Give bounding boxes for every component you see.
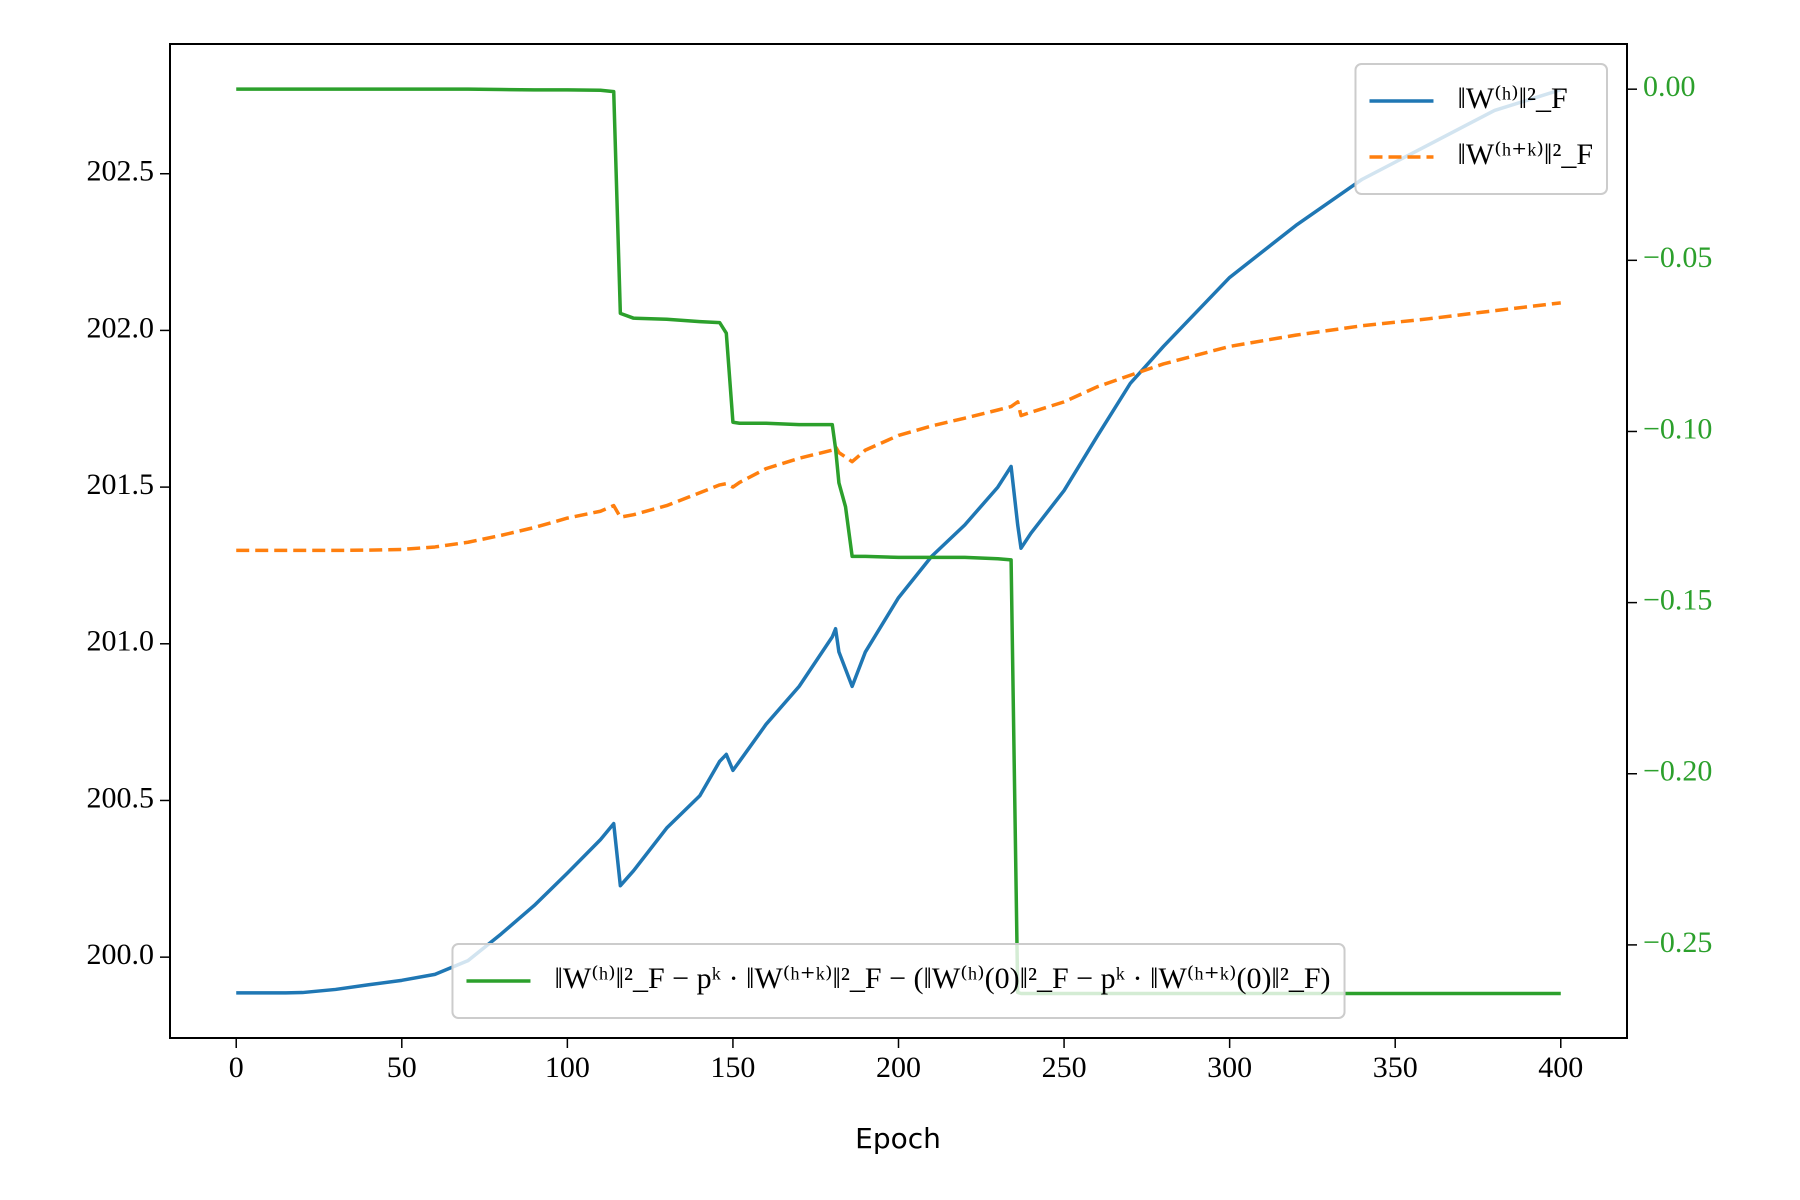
y2-tick-label: −0.20 <box>1643 755 1712 788</box>
x-tick-label: 100 <box>545 1051 590 1084</box>
legend-box <box>451 943 1346 1019</box>
y-tick-label: 201.0 <box>87 625 155 658</box>
legend-box <box>1354 63 1608 195</box>
y2-tick-label: −0.25 <box>1643 926 1712 959</box>
y2-tick-label: −0.05 <box>1643 241 1712 274</box>
legend: ‖W⁽ʰ⁾‖²_F − pᵏ · ‖W⁽ʰ⁺ᵏ⁾‖²_F − (‖W⁽ʰ⁾(0)… <box>451 943 1346 1019</box>
y-tick-label: 202.0 <box>87 311 155 344</box>
y2-tick-label: −0.15 <box>1643 584 1712 617</box>
data-line <box>236 88 1562 995</box>
data-line <box>236 301 1561 553</box>
y-tick-label: 202.5 <box>87 155 155 188</box>
legend: ‖W⁽ʰ⁾‖²_F ‖W⁽ʰ⁺ᵏ⁾‖²_F <box>1354 63 1608 195</box>
x-tick-label: 200 <box>876 1051 921 1084</box>
y-tick-label: 201.5 <box>87 468 155 501</box>
legend-label: ‖W⁽ʰ⁺ᵏ⁾‖²_F <box>1457 138 1593 171</box>
x-tick-label: 50 <box>387 1051 417 1084</box>
x-tick-label: 250 <box>1042 1051 1087 1084</box>
x-tick-label: 0 <box>229 1051 244 1084</box>
legend-label: ‖W⁽ʰ⁾‖²_F − pᵏ · ‖W⁽ʰ⁺ᵏ⁾‖²_F − (‖W⁽ʰ⁾(0)… <box>554 962 1330 995</box>
legend-label: ‖W⁽ʰ⁾‖²_F <box>1457 82 1567 115</box>
x-tick-label: 300 <box>1207 1051 1252 1084</box>
x-tick-label: 350 <box>1373 1051 1418 1084</box>
y2-tick-label: −0.10 <box>1643 412 1712 445</box>
y2-tick-label: 0.00 <box>1643 70 1696 103</box>
x-tick-label: 150 <box>710 1051 755 1084</box>
y-tick-label: 200.0 <box>87 938 155 971</box>
x-axis-label: Epoch <box>855 1122 941 1155</box>
y-tick-label: 200.5 <box>87 781 155 814</box>
x-tick-label: 400 <box>1538 1051 1583 1084</box>
plot-frame <box>169 43 1628 1039</box>
